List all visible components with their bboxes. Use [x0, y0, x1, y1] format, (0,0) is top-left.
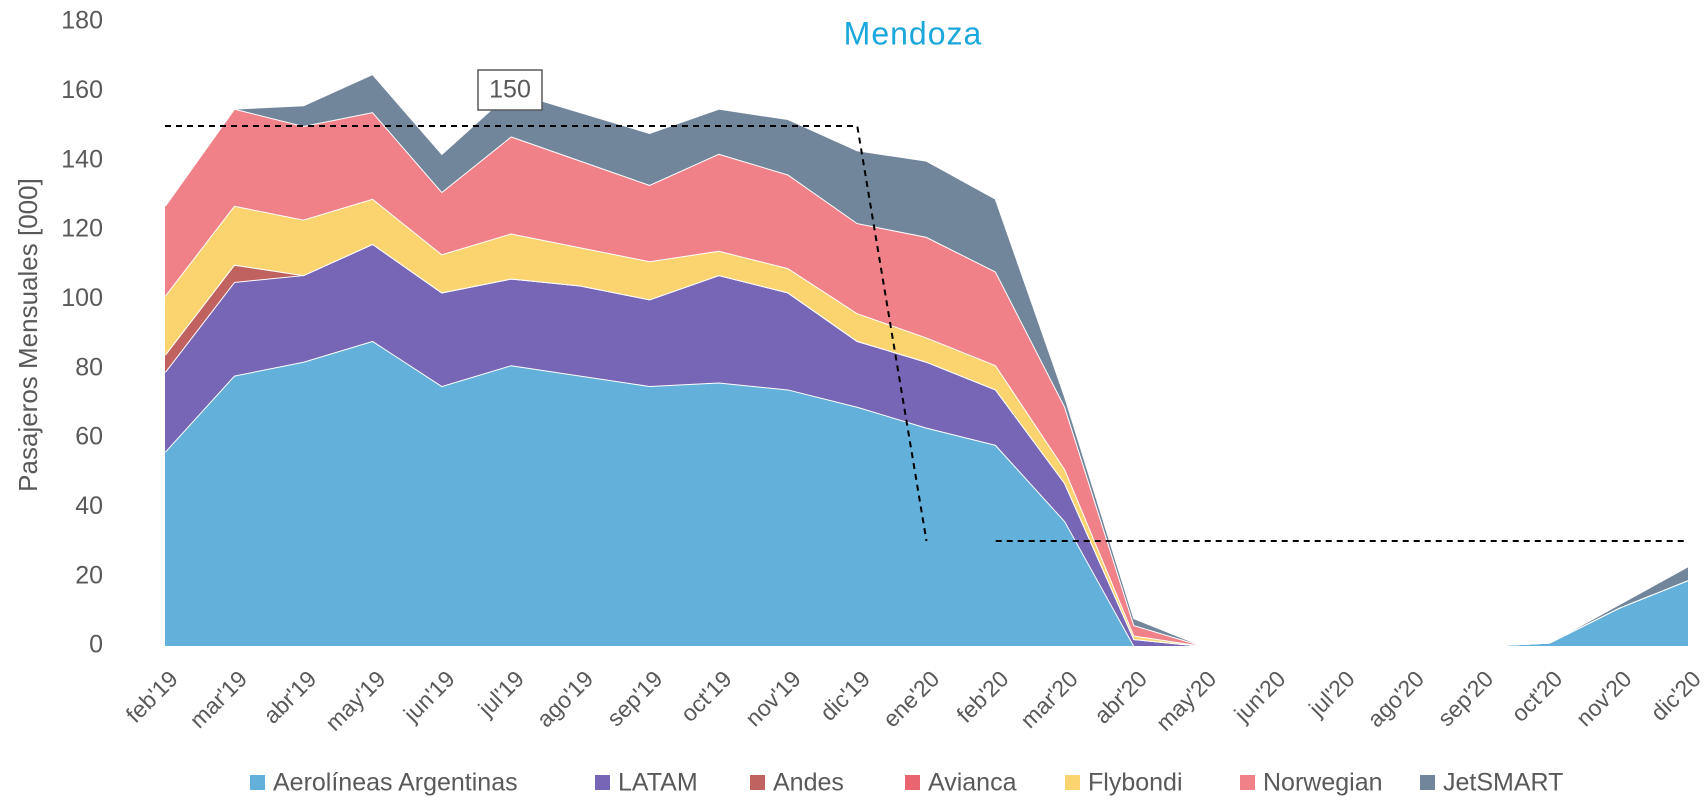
- legend-label: Aerolíneas Argentinas: [273, 769, 518, 797]
- legend-swatch: [1420, 775, 1435, 790]
- y-tick-label: 20: [75, 561, 103, 589]
- x-tick-label: mar'19: [184, 665, 252, 733]
- y-tick-label: 80: [75, 353, 103, 381]
- x-tick-label: may'20: [1151, 665, 1221, 735]
- y-tick-label: 180: [61, 7, 103, 35]
- x-tick-label: feb'19: [121, 665, 183, 727]
- legend-swatch: [1240, 775, 1255, 790]
- legend-label: Norwegian: [1263, 769, 1383, 797]
- x-tick-label: ene'20: [878, 665, 945, 732]
- x-tick-label: ago'19: [531, 665, 598, 732]
- y-tick-label: 160: [61, 76, 103, 104]
- area-edge: [164, 72, 1689, 647]
- legend-swatch: [595, 775, 610, 790]
- x-tick-label: jun'19: [398, 665, 460, 727]
- legend-swatch: [905, 775, 920, 790]
- x-tick-label: abr'19: [258, 665, 321, 728]
- x-tick-label: abr'20: [1089, 665, 1152, 728]
- x-tick-label: dic'19: [815, 665, 875, 725]
- y-tick-label: 140: [61, 145, 103, 173]
- legend-label: JetSMART: [1443, 769, 1563, 797]
- x-tick-label: ago'20: [1362, 665, 1429, 732]
- x-tick-label: jun'20: [1228, 665, 1290, 727]
- x-tick-label: nov'19: [740, 665, 806, 731]
- y-axis-label: Pasajeros Mensuales [000]: [13, 178, 43, 492]
- y-tick-label: 0: [89, 631, 103, 659]
- annotation-label: 150: [489, 76, 531, 104]
- reference-line: [165, 125, 928, 542]
- area: [165, 74, 1688, 646]
- x-tick-label: feb'20: [951, 665, 1013, 727]
- x-tick-label: oct'20: [1506, 665, 1567, 726]
- x-tick-label: dic'20: [1645, 665, 1704, 725]
- chart-title: Mendoza: [844, 15, 983, 51]
- x-tick-label: mar'20: [1015, 665, 1083, 733]
- legend-label: Avianca: [928, 769, 1017, 797]
- x-tick-label: jul'19: [472, 665, 529, 722]
- y-tick-label: 40: [75, 492, 103, 520]
- y-tick-label: 60: [75, 423, 103, 451]
- x-tick-label: may'19: [320, 665, 390, 735]
- legend-label: LATAM: [618, 769, 698, 797]
- area: [165, 243, 1688, 646]
- legend-swatch: [1065, 775, 1080, 790]
- y-tick-label: 120: [61, 215, 103, 243]
- legend-swatch: [750, 775, 765, 790]
- area: [165, 340, 1688, 646]
- area: [165, 198, 1688, 647]
- x-tick-label: sep'20: [1432, 665, 1498, 731]
- y-tick-label: 100: [61, 284, 103, 312]
- x-tick-label: jul'20: [1303, 665, 1360, 722]
- x-tick-label: sep'19: [602, 665, 668, 731]
- legend-label: Flybondi: [1088, 769, 1183, 797]
- legend-label: Andes: [773, 769, 844, 797]
- x-tick-label: oct'19: [675, 665, 736, 726]
- area: [165, 108, 1688, 646]
- annotation-box: [477, 69, 543, 111]
- legend-swatch: [250, 775, 265, 790]
- x-tick-label: nov'20: [1571, 665, 1637, 731]
